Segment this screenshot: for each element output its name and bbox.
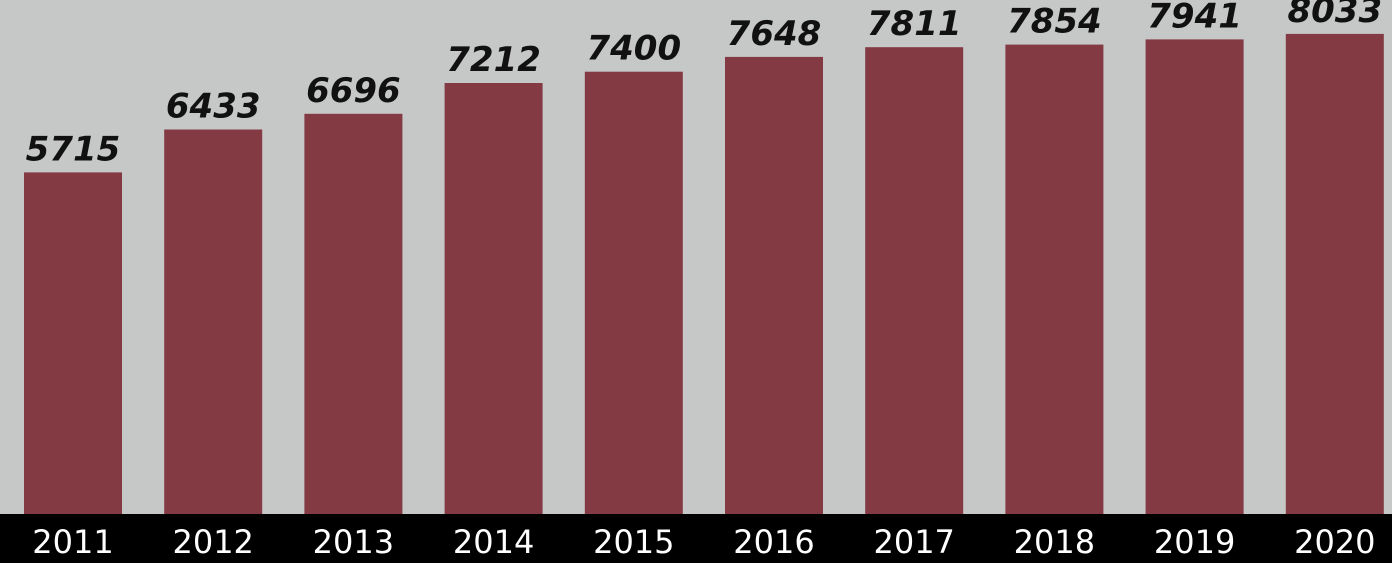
x-tick-label-2015: 2015 (593, 523, 674, 561)
bar-2011 (24, 172, 122, 514)
data-label-2011: 5715 (26, 129, 121, 169)
data-label-2019: 7941 (1147, 0, 1242, 36)
x-tick-label-2020: 2020 (1294, 523, 1375, 561)
x-tick-label-2012: 2012 (172, 523, 253, 561)
x-axis-band (0, 514, 1392, 563)
data-label-2013: 6696 (306, 71, 401, 111)
value-labels-group: 5715 6433 6696 7212 7400 7648 7811 7854 7941 8033 (26, 0, 1382, 169)
bar-2014 (444, 83, 543, 514)
data-label-2012: 6433 (166, 87, 261, 127)
x-tick-labels-group: 2011 2012 2013 2014 2015 2016 2017 2018 2019 2020 (32, 523, 1375, 561)
data-label-2017: 7811 (867, 4, 962, 44)
x-tick-label-2018: 2018 (1014, 523, 1095, 561)
x-tick-label-2014: 2014 (453, 523, 534, 561)
bar-2018 (1005, 44, 1104, 514)
data-label-2016: 7648 (727, 14, 822, 54)
bar-2013 (304, 113, 403, 515)
bar-2017 (865, 47, 964, 514)
bar-2020 (1285, 33, 1384, 515)
data-label-2020: 8033 (1287, 0, 1382, 31)
data-label-2014: 7212 (446, 40, 541, 80)
x-tick-label-2013: 2013 (313, 523, 394, 561)
bar-2015 (584, 71, 683, 514)
x-tick-label-2017: 2017 (873, 523, 954, 561)
bars-group (24, 33, 1384, 515)
data-label-2015: 7400 (586, 29, 681, 69)
data-label-2018: 7854 (1007, 2, 1102, 42)
bar-2012 (164, 129, 263, 514)
bar-2019 (1145, 39, 1244, 515)
x-tick-label-2011: 2011 (32, 523, 113, 561)
x-tick-label-2016: 2016 (733, 523, 814, 561)
x-tick-label-2019: 2019 (1154, 523, 1235, 561)
bar-2016 (725, 56, 823, 515)
